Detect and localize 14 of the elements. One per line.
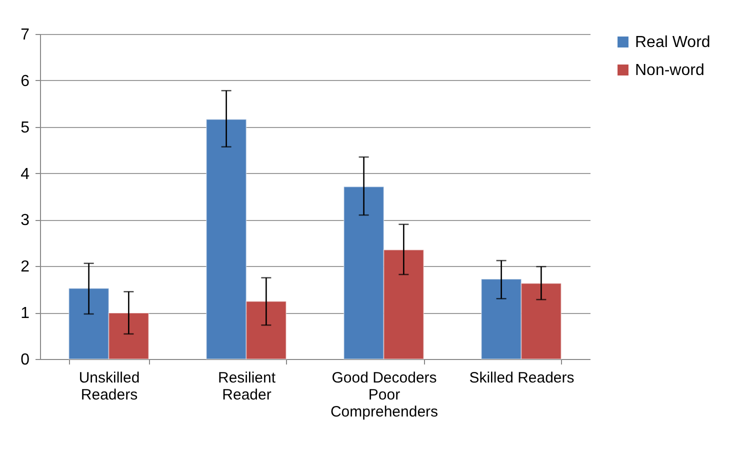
x-tick-label: Skilled Readers [469,370,574,386]
x-tick-label: Resilient Reader [218,370,276,404]
x-tick-label: Good Decoders Poor Comprehenders [330,370,438,420]
y-tick-label: 7 [20,26,30,44]
legend-label: Real Word [635,34,710,51]
y-tick-label: 6 [20,72,30,90]
y-tick-label: 2 [20,258,30,276]
y-tick-label: 0 [20,352,30,368]
x-tick-label: Unskilled Readers [78,370,140,404]
y-tick-label: 5 [20,119,30,136]
legend-label: Non-word [635,62,704,79]
y-tick-label: 4 [20,166,30,183]
y-tick-label: 3 [20,212,30,230]
y-tick-label: 1 [20,305,30,322]
